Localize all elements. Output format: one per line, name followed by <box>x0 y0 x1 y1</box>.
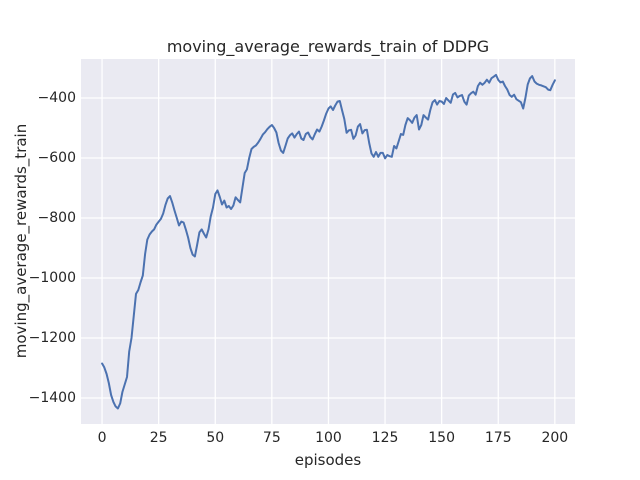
x-tick-label: 125 <box>371 430 399 446</box>
y-tick-label: −1400 <box>28 389 76 406</box>
x-tick-label: 100 <box>315 430 342 446</box>
x-tick-label: 0 <box>97 430 107 446</box>
y-tick-label: −400 <box>37 89 76 106</box>
x-tick-label: 75 <box>262 430 281 446</box>
plot-area <box>81 59 575 424</box>
x-tick-label: 200 <box>541 430 569 446</box>
x-axis-label: episodes <box>294 451 362 469</box>
x-tick-label: 25 <box>149 430 168 446</box>
y-tick-label: −1200 <box>28 329 76 346</box>
y-tick-label: −1000 <box>28 269 76 286</box>
x-tick-label: 150 <box>428 430 456 446</box>
x-tick-label: 50 <box>206 430 225 446</box>
x-tick-label: 175 <box>484 430 512 446</box>
y-tick-label: −600 <box>37 149 76 166</box>
y-tick-label: −800 <box>37 209 76 226</box>
chart-title: moving_average_rewards_train of DDPG <box>166 37 490 56</box>
ddpg-rewards-line <box>101 73 556 410</box>
